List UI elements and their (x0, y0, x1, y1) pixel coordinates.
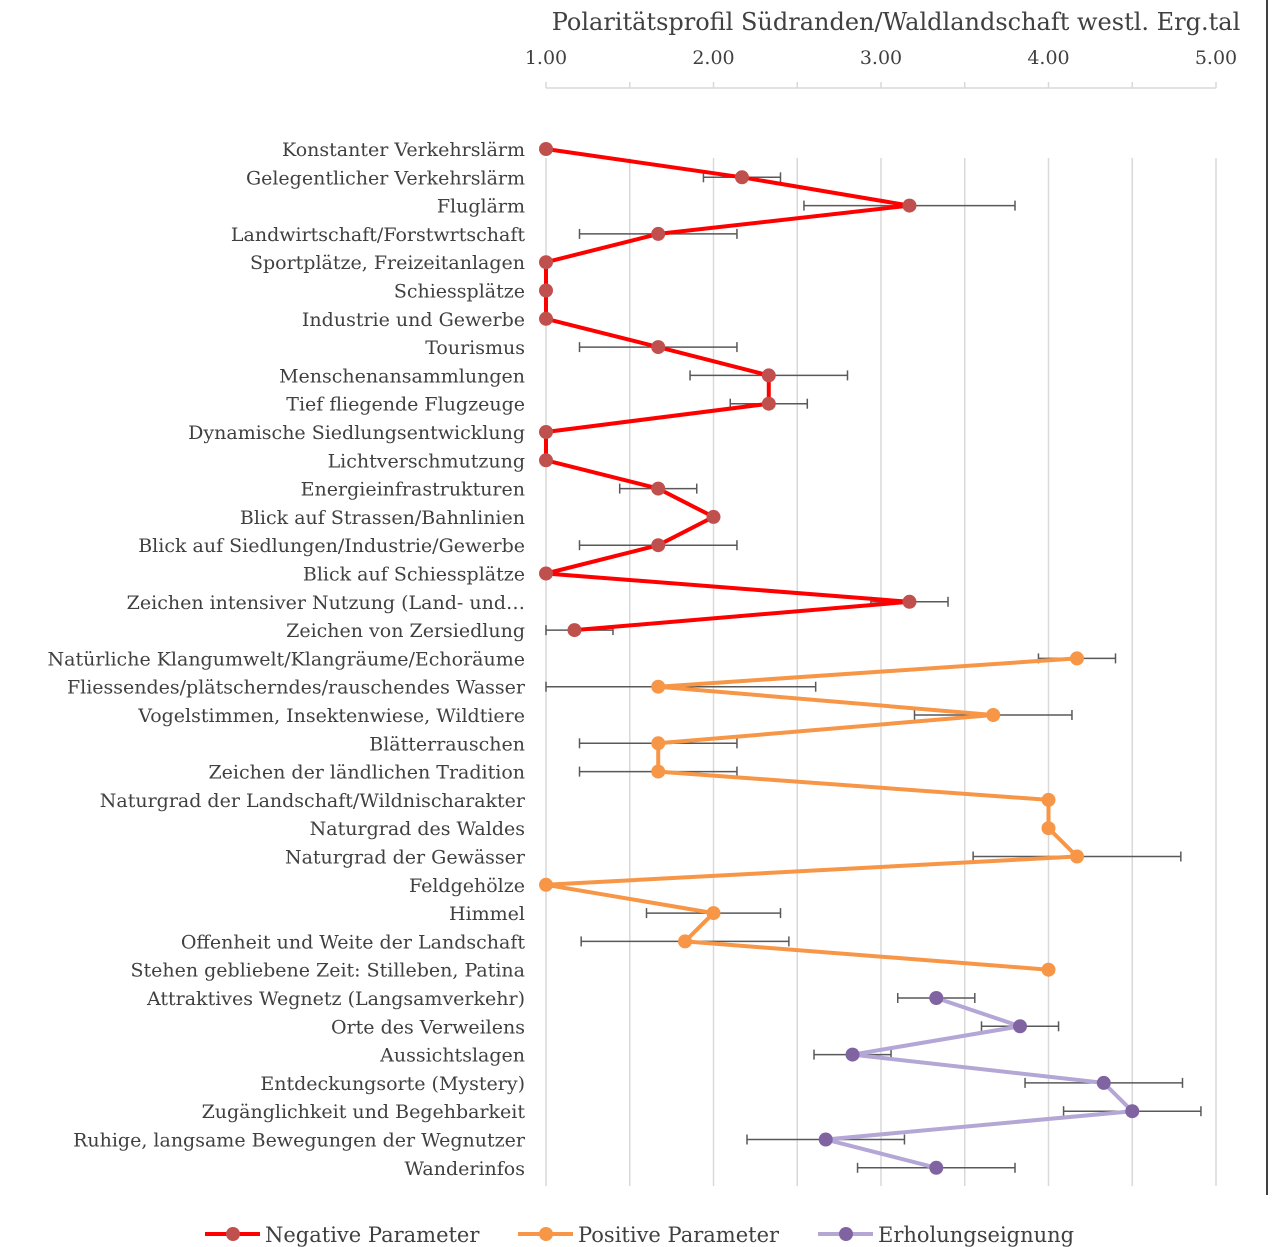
data-point (1096, 1075, 1111, 1090)
data-point (1041, 962, 1056, 977)
category-label: Zeichen von Zersiedlung (286, 620, 525, 642)
x-axis-ticks: 1.00 2.00 3.00 4.00 5.00 (525, 47, 1237, 89)
data-point (1013, 1019, 1028, 1034)
category-label: Wanderinfos (405, 1158, 525, 1180)
legend-marker (539, 1227, 553, 1241)
category-label: Feldgehölze (409, 875, 525, 897)
category-label: Vogelstimmen, Insektenwiese, Wildtiere (137, 705, 525, 727)
category-label: Naturgrad der Landschaft/Wildnischarakte… (100, 790, 526, 812)
category-label: Lichtverschmutzung (328, 450, 525, 472)
data-point (651, 679, 666, 694)
data-point (567, 623, 582, 638)
category-label: Gelegentlicher Verkehrslärm (246, 167, 525, 189)
category-label: Tourismus (425, 337, 525, 359)
category-label: Ruhige, langsame Bewegungen der Wegnutze… (73, 1130, 526, 1152)
legend-marker (226, 1227, 240, 1241)
category-label: Blick auf Siedlungen/Industrie/Gewerbe (138, 535, 525, 557)
data-point (761, 368, 776, 383)
data-point (986, 708, 1001, 722)
data-point (539, 255, 553, 270)
category-label: Zeichen intensiver Nutzung (Land- und… (127, 592, 525, 614)
category-label: Blätterrauschen (369, 733, 525, 755)
category-label: Tief fliegende Flugzeuge (286, 394, 525, 416)
data-point (539, 142, 553, 156)
category-label: Blick auf Schiessplätze (303, 564, 525, 586)
data-point (539, 877, 553, 892)
data-point (651, 538, 666, 553)
category-label: Naturgrad des Waldes (310, 818, 525, 840)
data-point (651, 764, 666, 779)
right-border (1266, 0, 1268, 1195)
legend-label: Negative Parameter (265, 1223, 480, 1247)
series-line-2 (823, 996, 1135, 1170)
category-label: Zugänglichkeit und Begehbarkeit (202, 1101, 526, 1123)
legend-label: Erholungseignung (878, 1223, 1074, 1247)
x-tick-label: 3.00 (860, 47, 902, 69)
data-point (539, 566, 553, 581)
data-point (761, 396, 776, 411)
data-point (1069, 849, 1084, 864)
data-point (929, 991, 944, 1005)
category-label: Fluglärm (437, 196, 525, 218)
category-label: Attraktives Wegnetz (Langsamverkehr) (146, 988, 525, 1010)
category-label: Konstanter Verkehrslärm (282, 139, 525, 161)
data-point (651, 340, 666, 355)
legend-marker (839, 1227, 853, 1241)
category-label: Industrie und Gewerbe (302, 309, 525, 331)
x-tick-label: 1.00 (525, 47, 567, 69)
data-point (1041, 792, 1056, 807)
data-point (818, 1132, 833, 1147)
data-point (539, 283, 553, 298)
data-point (651, 226, 666, 241)
chart-title: Polaritätsprofil Südranden/Waldlandschaf… (552, 8, 1241, 36)
category-label: Orte des Verweilens (331, 1016, 525, 1038)
data-point (902, 594, 917, 609)
category-label: Naturgrad der Gewässer (285, 847, 526, 869)
category-label: Natürliche Klangumwelt/Klangräume/Echorä… (48, 648, 526, 670)
data-point (539, 453, 553, 468)
data-point (539, 311, 553, 326)
category-label: Menschenansammlungen (279, 365, 525, 387)
data-point (734, 170, 749, 185)
category-label: Sportplätze, Freizeitanlagen (250, 252, 525, 274)
category-label: Dynamische Siedlungsentwicklung (188, 422, 525, 444)
data-point (706, 906, 721, 921)
category-label: Entdeckungsorte (Mystery) (260, 1073, 525, 1095)
data-point (1069, 651, 1084, 666)
category-label: Energieinfrastrukturen (301, 479, 525, 501)
data-point (929, 1160, 944, 1175)
data-point (651, 481, 666, 496)
category-label: Himmel (449, 903, 525, 925)
data-point (539, 425, 553, 439)
x-tick-label: 4.00 (1027, 47, 1069, 69)
error-bars (545, 172, 1202, 1173)
category-label: Landwirtschaft/Forstwrtschaft (231, 224, 525, 246)
legend: Negative Parameter Positive Parameter Erho… (205, 1223, 1074, 1247)
x-tick-label: 5.00 (1195, 47, 1237, 69)
series-line-1 (544, 656, 1079, 972)
data-point (651, 736, 666, 751)
category-label: Schiessplätze (394, 281, 525, 303)
data-point (902, 198, 917, 213)
data-point (678, 934, 693, 949)
data-point (1125, 1104, 1140, 1119)
category-label: Aussichtslagen (379, 1045, 525, 1067)
data-point (706, 509, 721, 524)
legend-label: Positive Parameter (578, 1223, 780, 1247)
series-markers (539, 142, 1140, 1175)
x-tick-label: 2.00 (692, 47, 734, 69)
category-label: Blick auf Strassen/Bahnlinien (240, 507, 525, 529)
data-point (1041, 821, 1056, 836)
category-label: Fliessendes/plätscherndes/rauschendes Wa… (67, 677, 526, 699)
category-labels: Konstanter Verkehrslärm Gelegentlicher Ve… (48, 139, 526, 1180)
series-line-0 (544, 147, 912, 633)
category-label: Zeichen der ländlichen Tradition (208, 762, 525, 784)
category-label: Stehen gebliebene Zeit: Stilleben, Patin… (130, 960, 525, 982)
category-label: Offenheit und Weite der Landschaft (181, 931, 526, 953)
data-point (845, 1047, 860, 1062)
